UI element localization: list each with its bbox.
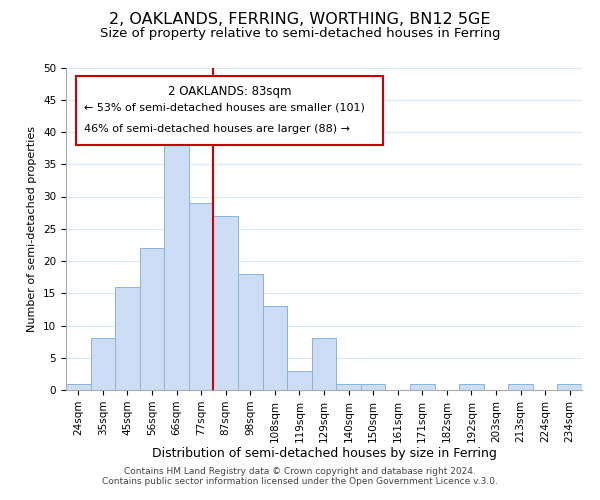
Bar	[361, 384, 385, 390]
Bar	[214, 216, 238, 390]
Bar	[91, 338, 115, 390]
Text: ← 53% of semi-detached houses are smaller (101): ← 53% of semi-detached houses are smalle…	[84, 103, 365, 113]
Bar	[140, 248, 164, 390]
Bar	[263, 306, 287, 390]
Bar	[312, 338, 336, 390]
Text: 46% of semi-detached houses are larger (88) →: 46% of semi-detached houses are larger (…	[84, 124, 350, 134]
Text: 2 OAKLANDS: 83sqm: 2 OAKLANDS: 83sqm	[168, 85, 292, 98]
Bar	[189, 203, 214, 390]
Bar	[557, 384, 582, 390]
Text: Contains HM Land Registry data © Crown copyright and database right 2024.: Contains HM Land Registry data © Crown c…	[124, 467, 476, 476]
Bar	[66, 384, 91, 390]
Bar	[459, 384, 484, 390]
Bar	[115, 287, 140, 390]
Text: 2, OAKLANDS, FERRING, WORTHING, BN12 5GE: 2, OAKLANDS, FERRING, WORTHING, BN12 5GE	[109, 12, 491, 28]
Bar	[410, 384, 434, 390]
Y-axis label: Number of semi-detached properties: Number of semi-detached properties	[28, 126, 37, 332]
Text: Size of property relative to semi-detached houses in Ferring: Size of property relative to semi-detach…	[100, 28, 500, 40]
FancyBboxPatch shape	[76, 76, 383, 145]
Bar	[287, 370, 312, 390]
Bar	[508, 384, 533, 390]
Bar	[238, 274, 263, 390]
X-axis label: Distribution of semi-detached houses by size in Ferring: Distribution of semi-detached houses by …	[152, 448, 496, 460]
Bar	[164, 132, 189, 390]
Text: Contains public sector information licensed under the Open Government Licence v.: Contains public sector information licen…	[102, 477, 498, 486]
Bar	[336, 384, 361, 390]
